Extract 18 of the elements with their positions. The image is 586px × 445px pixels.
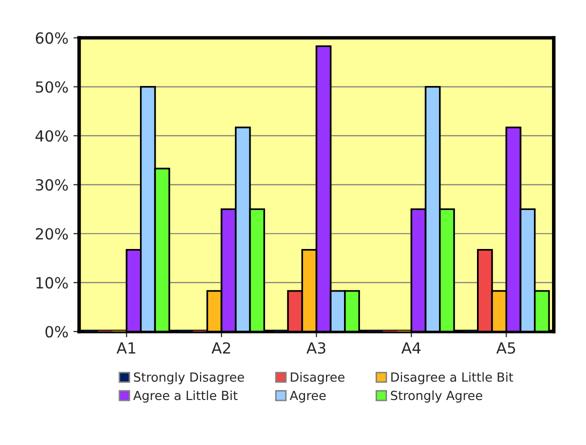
legend-label: Agree xyxy=(290,390,326,403)
x-tick-label: A1 xyxy=(116,342,136,354)
legend-label: Disagree a Little Bit xyxy=(391,372,514,384)
x-tick-label: A5 xyxy=(496,342,516,354)
x-tick-label: A2 xyxy=(212,342,230,354)
y-tick-label: 30% xyxy=(36,179,68,191)
legend-label: Strongly Agree xyxy=(390,390,482,403)
y-tick-label: 50% xyxy=(36,81,68,93)
x-tick-label: A4 xyxy=(401,342,421,354)
y-tick-label: 20% xyxy=(36,228,68,240)
legend-label: Strongly Disagree xyxy=(134,372,244,384)
y-tick-label: 40% xyxy=(35,130,68,142)
y-tick-label: 0% xyxy=(45,326,68,338)
y-tick-label: 60% xyxy=(36,32,68,44)
x-tick-label: A3 xyxy=(306,342,326,354)
legend-label: Disagree xyxy=(290,372,344,384)
y-tick-label: 10% xyxy=(36,277,68,289)
legend-label: Agree a Little Bit xyxy=(133,390,238,403)
